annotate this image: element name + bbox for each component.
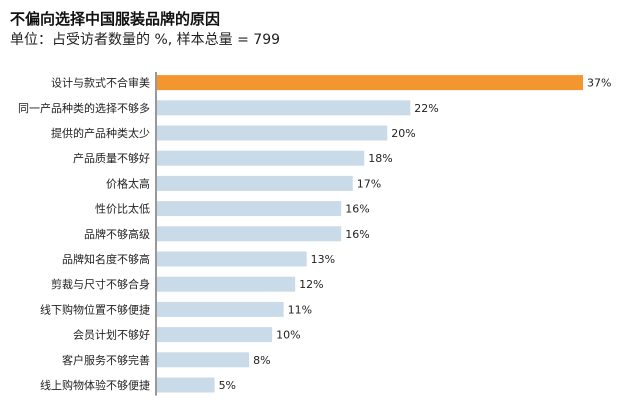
bar xyxy=(157,75,583,91)
value-label: 18% xyxy=(368,152,392,165)
category-label: 会员计划不够好 xyxy=(73,328,150,342)
category-label: 产品质量不够好 xyxy=(73,151,150,165)
bar xyxy=(157,276,296,292)
value-label: 16% xyxy=(345,203,369,216)
bar xyxy=(157,226,342,242)
category-label: 价格太高 xyxy=(106,176,150,190)
bar xyxy=(157,377,215,393)
bar xyxy=(157,150,365,166)
value-label: 20% xyxy=(391,127,415,140)
value-label: 16% xyxy=(345,228,369,241)
category-label: 设计与款式不合审美 xyxy=(51,76,150,90)
category-label: 剪裁与尺寸不够合身 xyxy=(51,277,150,291)
value-label: 13% xyxy=(311,253,335,266)
value-label: 8% xyxy=(253,354,270,367)
bar xyxy=(157,301,284,317)
chart-subtitle: 单位：占受访者数量的 %, 样本总量 = 799 xyxy=(10,32,281,48)
bar xyxy=(157,125,388,141)
category-label: 同一产品种类的选择不够多 xyxy=(18,101,150,115)
category-label: 品牌知名度不够高 xyxy=(62,252,150,266)
value-label: 10% xyxy=(276,329,300,342)
value-label: 5% xyxy=(219,379,236,392)
category-label: 性价比太低 xyxy=(95,202,150,216)
category-label: 提供的产品种类太少 xyxy=(51,126,150,140)
bar xyxy=(157,352,250,368)
value-label: 17% xyxy=(357,177,381,190)
value-label: 11% xyxy=(288,303,312,316)
category-label: 品牌不够高级 xyxy=(84,227,150,241)
value-label: 22% xyxy=(414,102,438,115)
value-label: 12% xyxy=(299,278,323,291)
bar xyxy=(157,327,273,343)
bar xyxy=(157,100,411,116)
value-label: 37% xyxy=(587,77,611,90)
chart-title: 不偏向选择中国服装品牌的原因 xyxy=(10,10,221,28)
category-label: 客户服务不够完善 xyxy=(62,353,150,367)
category-label: 线下购物位置不够便捷 xyxy=(40,302,150,316)
bar xyxy=(157,251,307,267)
category-label: 线上购物体验不够便捷 xyxy=(40,378,150,392)
bar xyxy=(157,175,353,191)
bar xyxy=(157,201,342,217)
